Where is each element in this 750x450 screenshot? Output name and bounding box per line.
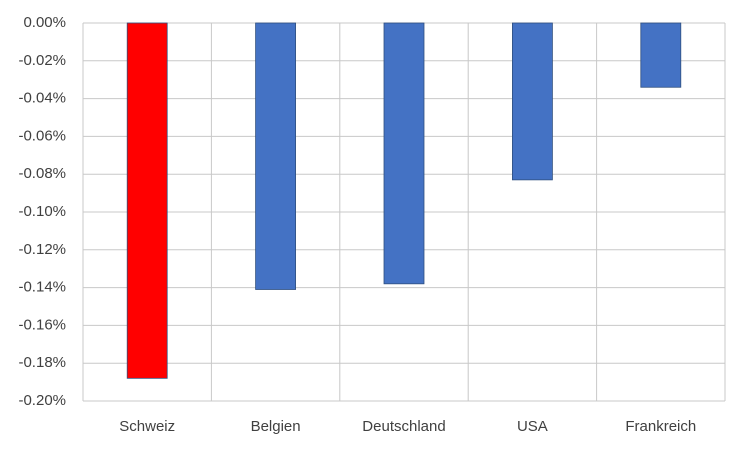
bar — [255, 22, 297, 290]
y-tick-label: -0.16% — [18, 316, 66, 333]
y-tick-label: -0.14% — [18, 279, 66, 296]
y-tick-label: -0.10% — [18, 203, 66, 220]
x-tick-label: Deutschland — [362, 418, 445, 435]
y-tick-label: -0.04% — [18, 90, 66, 107]
bar — [126, 22, 168, 379]
x-tick-label: Frankreich — [625, 418, 696, 435]
x-tick-label: Schweiz — [119, 418, 175, 435]
bar — [512, 22, 553, 181]
bar — [640, 22, 682, 88]
y-tick-label: -0.08% — [18, 165, 66, 182]
x-tick-label: USA — [517, 418, 548, 435]
bar — [383, 22, 425, 285]
y-tick-label: -0.20% — [18, 392, 66, 409]
y-tick-label: -0.02% — [18, 52, 66, 69]
y-tick-label: -0.06% — [18, 127, 66, 144]
y-tick-label: -0.18% — [18, 354, 66, 371]
x-tick-label: Belgien — [251, 418, 301, 435]
y-tick-label: -0.12% — [18, 241, 66, 258]
y-tick-label: 0.00% — [23, 14, 66, 31]
